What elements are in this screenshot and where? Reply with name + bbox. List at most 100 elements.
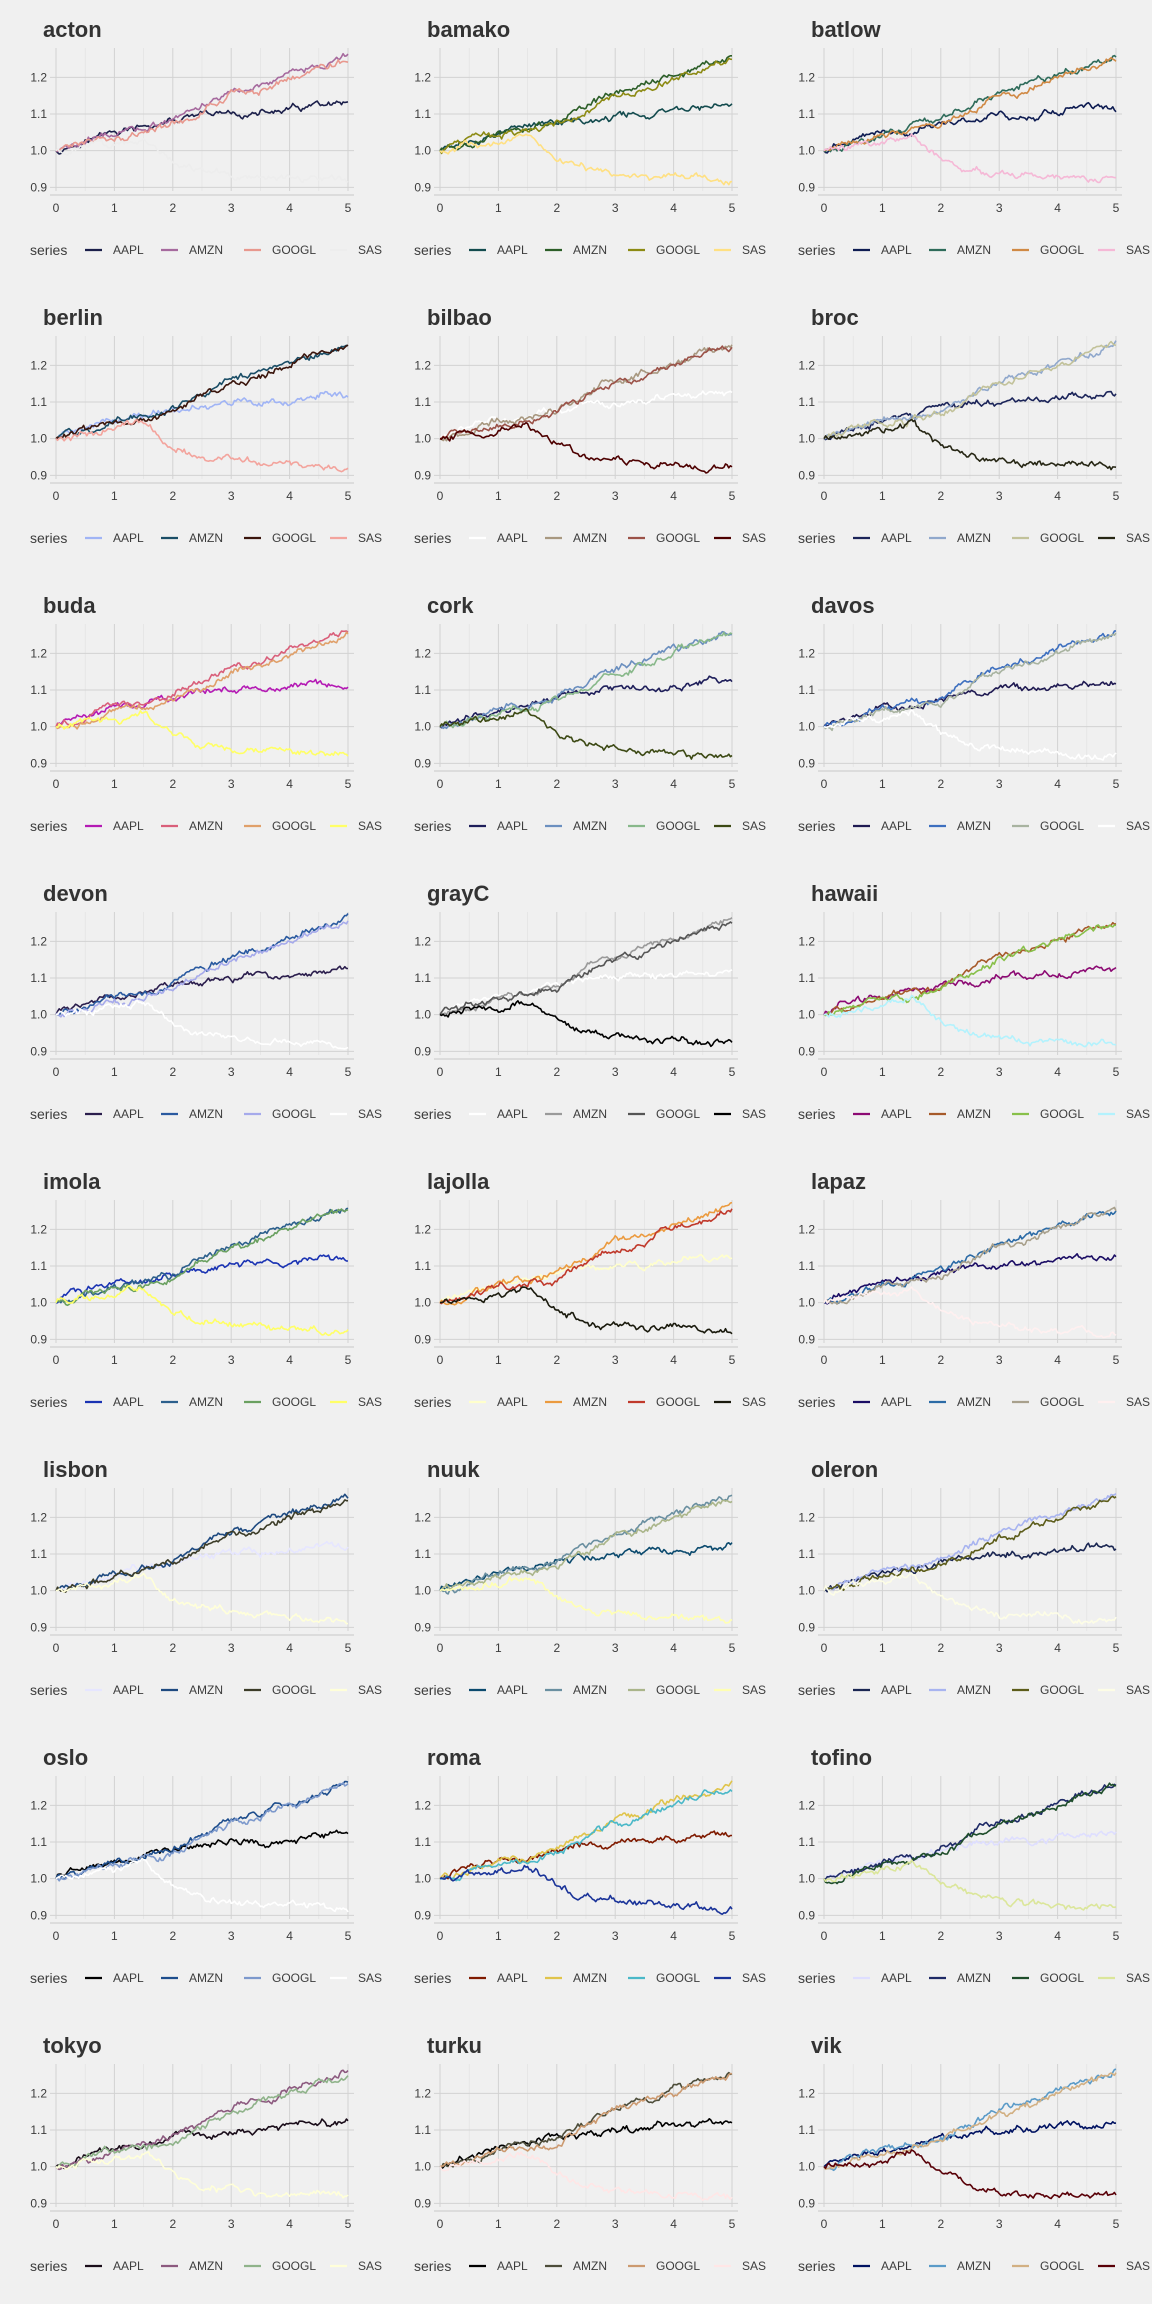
series-line-sas: [55, 1285, 349, 1337]
y-tick-label: 1.2: [414, 1510, 431, 1524]
x-tick-label: 5: [345, 1641, 352, 1655]
y-tick-label: 0.9: [414, 1332, 431, 1346]
x-tick-label: 0: [437, 201, 444, 215]
x-tick-label: 3: [612, 1929, 619, 1943]
legend-label: SAS: [358, 2259, 382, 2273]
chart-svg: batlow 0 1 2 3 4 5 0.9 1.0 1.1 1.2 series AAPL AMZN GO…: [798, 17, 1150, 258]
series-line-googl: [55, 1499, 348, 1593]
series-line-googl: [823, 340, 1117, 440]
x-tick-label: 3: [996, 2217, 1003, 2231]
series-line-sas: [439, 1000, 733, 1048]
x-tick-label: 1: [111, 777, 118, 791]
x-tick-label: 2: [553, 1353, 560, 1367]
panel-title: devon: [43, 881, 108, 906]
panel-title: batlow: [811, 17, 882, 42]
legend-label: SAS: [742, 1971, 766, 1985]
series-line-amzn: [439, 55, 732, 152]
series-line-amzn: [55, 1780, 349, 1880]
x-tick-label: 4: [286, 777, 293, 791]
series-line-sas: [439, 1864, 733, 1915]
chart-svg: cork 0 1 2 3 4 5 0.9 1.0 1.1 1.2 series AAPL AMZN GOOG…: [414, 593, 766, 834]
y-tick-label: 1.1: [30, 1259, 47, 1273]
x-tick-label: 5: [1113, 1065, 1120, 1079]
legend-label: SAS: [358, 1107, 382, 1121]
panel-title: grayC: [427, 881, 489, 906]
panel-title: turku: [427, 2033, 482, 2058]
x-tick-label: 5: [1113, 201, 1120, 215]
x-tick-label: 4: [1054, 2217, 1061, 2231]
legend-label: SAS: [1126, 1107, 1150, 1121]
x-tick-label: 3: [996, 489, 1003, 503]
series-line-sas: [55, 419, 349, 473]
y-tick-label: 0.9: [414, 1044, 431, 1058]
legend-label: SAS: [358, 1395, 382, 1409]
x-tick-label: 2: [553, 777, 560, 791]
series-line-googl: [439, 921, 733, 1016]
legend-label: AMZN: [957, 1683, 991, 1697]
chart-svg: acton 0 1 2 3 4 5 0.9 1.0 1.1 1.2 series AAPL AMZN GOO…: [30, 17, 382, 258]
legend-label: AAPL: [497, 243, 528, 257]
x-tick-label: 2: [553, 1641, 560, 1655]
series-line-sas: [439, 2151, 733, 2201]
series-line-sas: [55, 999, 349, 1050]
x-tick-label: 3: [612, 2217, 619, 2231]
x-tick-label: 0: [437, 1065, 444, 1079]
series-line-sas: [823, 709, 1117, 761]
y-tick-label: 1.2: [414, 2086, 431, 2100]
legend-label: GOOGL: [272, 819, 316, 833]
chart-panel-batlow: batlow 0 1 2 3 4 5 0.9 1.0 1.1 1.2 series AAPL AMZN GO…: [768, 0, 1152, 288]
series-line-sas: [55, 1572, 349, 1625]
x-tick-label: 0: [437, 1641, 444, 1655]
legend-label: AAPL: [497, 1971, 528, 1985]
chart-svg: bilbao 0 1 2 3 4 5 0.9 1.0 1.1 1.2 series AAPL AMZN GO…: [414, 305, 766, 546]
legend-title: series: [30, 2258, 67, 2274]
x-tick-label: 5: [345, 201, 352, 215]
x-tick-label: 3: [612, 777, 619, 791]
x-tick-label: 5: [729, 2217, 736, 2231]
chart-panel-turku: turku 0 1 2 3 4 5 0.9 1.0 1.1 1.2 series AAPL AMZN GOO…: [384, 2016, 768, 2304]
x-tick-label: 2: [553, 201, 560, 215]
legend-label: GOOGL: [1040, 1971, 1084, 1985]
series-line-googl: [823, 1782, 1117, 1885]
chart-panel-bilbao: bilbao 0 1 2 3 4 5 0.9 1.0 1.1 1.2 series AAPL AMZN GO…: [384, 288, 768, 576]
chart-svg: broc 0 1 2 3 4 5 0.9 1.0 1.1 1.2 series AAPL AMZN GOOG…: [798, 305, 1150, 546]
legend-label: AAPL: [881, 819, 912, 833]
legend-label: AMZN: [189, 1395, 223, 1409]
x-tick-label: 0: [53, 2217, 60, 2231]
x-tick-label: 2: [937, 201, 944, 215]
y-tick-label: 1.0: [414, 720, 431, 734]
legend-label: AMZN: [189, 1683, 223, 1697]
x-tick-label: 4: [1054, 1065, 1061, 1079]
panel-title: davos: [811, 593, 875, 618]
series-line-googl: [439, 1789, 733, 1882]
legend-label: AMZN: [189, 1971, 223, 1985]
legend-label: SAS: [742, 1395, 766, 1409]
x-tick-label: 5: [345, 1929, 352, 1943]
panel-title: oslo: [43, 1745, 88, 1770]
x-tick-label: 3: [996, 777, 1003, 791]
y-tick-label: 1.2: [414, 934, 431, 948]
y-tick-label: 1.1: [798, 1547, 815, 1561]
y-tick-label: 1.1: [30, 1835, 47, 1849]
series-line-sas: [55, 138, 349, 184]
chart-svg: vik 0 1 2 3 4 5 0.9 1.0 1.1 1.2 series AAPL AMZN GOOGL…: [798, 2033, 1150, 2274]
series-line-googl: [823, 1206, 1117, 1305]
y-tick-label: 1.1: [798, 1835, 815, 1849]
series-line-googl: [55, 59, 349, 152]
y-tick-label: 1.0: [798, 432, 815, 446]
x-tick-label: 2: [169, 201, 176, 215]
y-tick-label: 1.2: [798, 2086, 815, 2100]
chart-panel-nuuk: nuuk 0 1 2 3 4 5 0.9 1.0 1.1 1.2 series AAPL AMZN GOOG…: [384, 1440, 768, 1728]
series-line-sas: [439, 1286, 733, 1335]
panel-title: berlin: [43, 305, 103, 330]
series-line-sas: [823, 1286, 1117, 1339]
legend-label: GOOGL: [272, 1971, 316, 1985]
legend-title: series: [30, 1106, 67, 1122]
legend-title: series: [798, 1106, 835, 1122]
y-tick-label: 1.0: [798, 1008, 815, 1022]
series-line-googl: [823, 56, 1117, 152]
x-tick-label: 1: [879, 1929, 886, 1943]
legend-label: AMZN: [189, 819, 223, 833]
y-tick-label: 1.2: [414, 646, 431, 660]
